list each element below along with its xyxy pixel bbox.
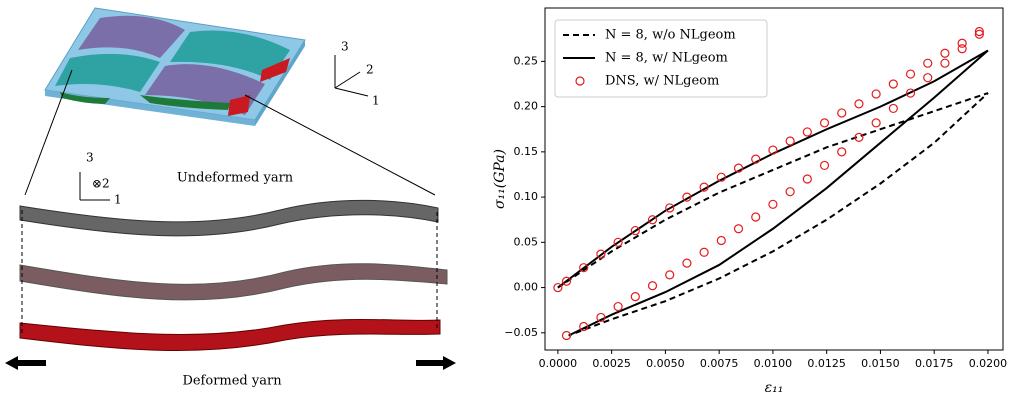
data-point bbox=[957, 44, 967, 54]
data-point bbox=[630, 225, 640, 236]
caption-undeformed: Undeformed yarn bbox=[177, 171, 294, 186]
data-point bbox=[819, 160, 830, 171]
data-point bbox=[785, 136, 795, 146]
load-arrow bbox=[5, 356, 46, 370]
y-tick-label: 0.15 bbox=[514, 145, 539, 158]
caption-deformed: Deformed yarn bbox=[182, 374, 282, 389]
data-point bbox=[957, 38, 967, 48]
legend-label: N = 8, w/o NLgeom bbox=[605, 28, 736, 43]
y-tick-label: 0.20 bbox=[514, 100, 539, 113]
axis-2: 2 bbox=[366, 63, 374, 77]
x-axis-label: ε₁₁ bbox=[765, 380, 784, 396]
y-tick-label: 0.00 bbox=[514, 281, 539, 294]
y-axis-label: σ₁₁(GPa) bbox=[492, 149, 508, 209]
undeformed-yarn bbox=[19, 199, 439, 237]
data-point bbox=[665, 270, 675, 280]
data-point bbox=[940, 58, 950, 68]
deformed-overlay-yarn bbox=[19, 263, 448, 301]
axis-2: ⊗2 bbox=[92, 177, 110, 191]
x-tick-label: 0.0125 bbox=[807, 357, 846, 370]
zoom-line bbox=[24, 69, 73, 196]
data-point bbox=[888, 103, 898, 114]
data-point bbox=[682, 258, 692, 268]
data-point bbox=[837, 147, 847, 157]
data-line bbox=[557, 92, 989, 337]
data-point bbox=[768, 199, 778, 209]
axis-1: 1 bbox=[114, 193, 122, 207]
axis-3: 3 bbox=[86, 151, 94, 165]
data-point bbox=[974, 29, 984, 39]
legend-marker bbox=[575, 76, 585, 86]
data-point bbox=[596, 249, 606, 259]
data-point bbox=[579, 321, 589, 332]
legend-label: N = 8, w/ NLgeom bbox=[605, 51, 728, 66]
data-point bbox=[613, 237, 623, 247]
data-point bbox=[854, 99, 864, 109]
data-point bbox=[923, 58, 933, 68]
y-tick-label: 0.10 bbox=[514, 190, 539, 203]
data-point bbox=[888, 79, 898, 89]
data-point bbox=[682, 192, 692, 202]
data-point bbox=[974, 26, 984, 37]
data-point bbox=[553, 282, 563, 293]
legend-box bbox=[554, 19, 768, 98]
data-point bbox=[819, 118, 830, 128]
y-tick-label: −0.05 bbox=[504, 326, 538, 339]
data-point bbox=[871, 89, 881, 99]
data-point bbox=[665, 203, 675, 213]
x-tick-label: 0.0000 bbox=[539, 357, 578, 370]
data-point bbox=[940, 48, 950, 58]
data-point bbox=[802, 174, 812, 184]
data-point bbox=[596, 312, 606, 323]
x-tick-label: 0.0200 bbox=[969, 357, 1008, 370]
top-axes-icon bbox=[334, 55, 369, 97]
x-tick-label: 0.0075 bbox=[700, 357, 739, 370]
data-point bbox=[579, 263, 589, 273]
data-point bbox=[785, 187, 795, 197]
x-tick-label: 0.0025 bbox=[592, 357, 631, 370]
data-point bbox=[716, 235, 726, 246]
data-point bbox=[613, 301, 623, 312]
load-arrow bbox=[416, 356, 456, 370]
data-point bbox=[905, 88, 916, 98]
x-tick-label: 0.0175 bbox=[915, 357, 954, 370]
data-point bbox=[751, 212, 761, 222]
data-point bbox=[561, 330, 572, 341]
data-point bbox=[647, 215, 658, 225]
legend-label: DNS, w/ NLgeom bbox=[605, 74, 719, 89]
plot-frame bbox=[544, 7, 1004, 351]
zoom-line bbox=[244, 94, 436, 196]
axis-1: 1 bbox=[372, 94, 380, 108]
data-point bbox=[699, 247, 709, 257]
deformed-yarn bbox=[19, 318, 441, 352]
x-tick-label: 0.0100 bbox=[754, 357, 793, 370]
data-point bbox=[699, 182, 709, 192]
data-point bbox=[733, 163, 744, 173]
y-tick-label: 0.05 bbox=[514, 235, 539, 248]
data-point bbox=[905, 69, 916, 79]
data-point bbox=[561, 276, 572, 286]
data-point bbox=[923, 73, 933, 83]
data-point bbox=[871, 118, 881, 128]
data-point bbox=[751, 154, 761, 164]
data-point bbox=[647, 281, 658, 291]
composite-plate bbox=[44, 7, 306, 126]
data-point bbox=[837, 108, 847, 118]
data-point bbox=[630, 292, 640, 302]
data-point bbox=[802, 127, 812, 137]
y-tick-label: 0.25 bbox=[514, 54, 539, 67]
data-line bbox=[557, 49, 989, 337]
axis-3: 3 bbox=[341, 40, 349, 54]
data-point bbox=[716, 172, 726, 182]
yarn-axes-icon bbox=[79, 172, 110, 201]
x-tick-label: 0.0150 bbox=[861, 357, 900, 370]
x-tick-label: 0.0050 bbox=[646, 357, 685, 370]
data-point bbox=[768, 145, 778, 155]
data-point bbox=[854, 132, 864, 142]
data-point bbox=[733, 224, 744, 234]
